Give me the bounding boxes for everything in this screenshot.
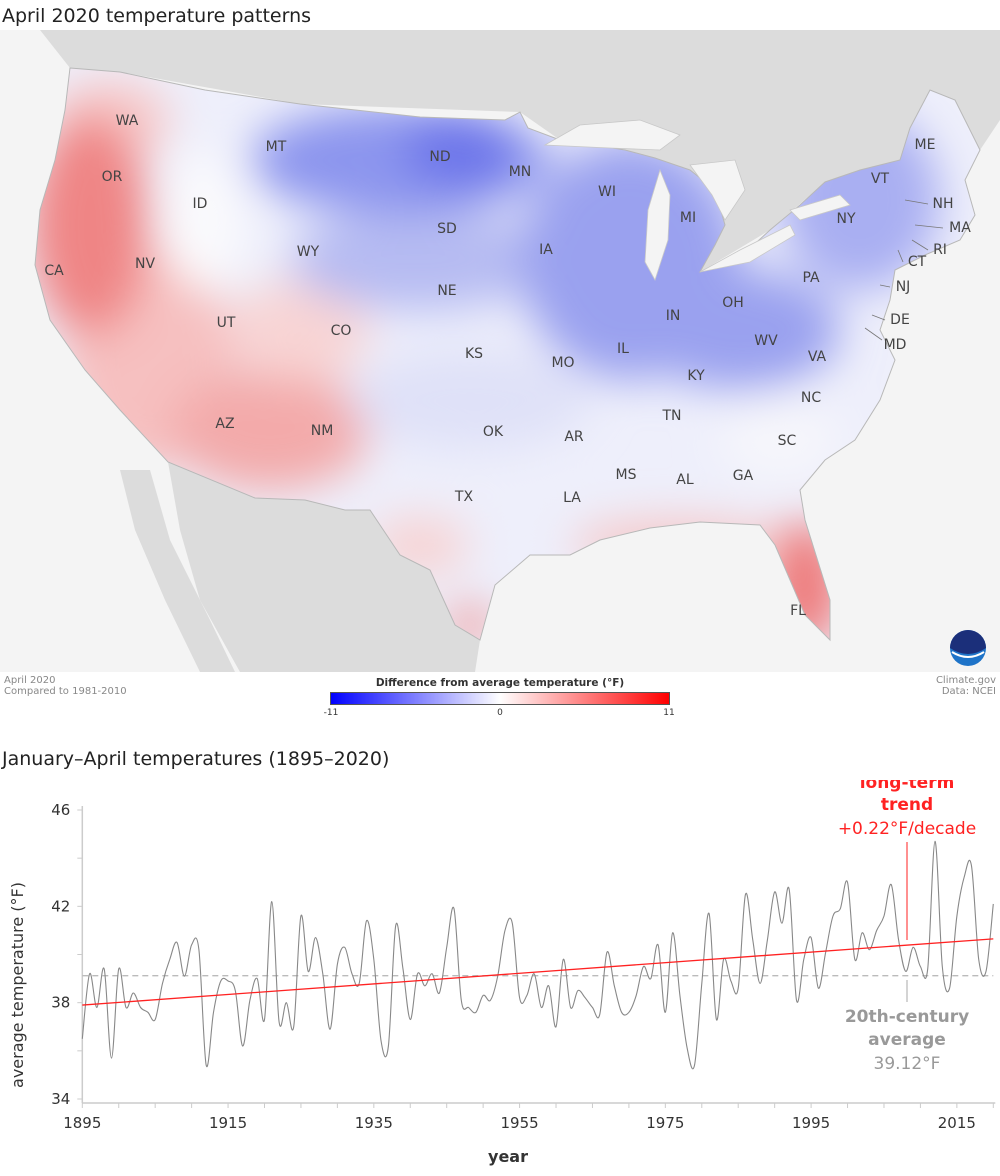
state-label: WA: [115, 113, 139, 129]
state-label: GA: [732, 468, 754, 484]
state-label: NM: [310, 423, 334, 439]
state-label: IL: [617, 341, 629, 357]
state-label: MN: [508, 164, 532, 180]
state-label: AL: [676, 472, 694, 488]
state-label: MS: [615, 467, 637, 483]
y-tick-label: 42: [51, 897, 70, 915]
state-label: KS: [464, 346, 484, 362]
y-tick-label: 38: [51, 994, 70, 1012]
trend-label-line1: long-term: [860, 780, 955, 793]
state-label: NH: [932, 196, 954, 212]
x-tick-label: 1955: [500, 1114, 538, 1132]
state-label: OH: [722, 295, 744, 311]
state-label: MT: [265, 139, 287, 155]
legend-max-label: 11: [663, 708, 675, 718]
noaa-logo: [950, 630, 986, 666]
average-label-line2: average: [868, 1030, 946, 1050]
state-label: WI: [598, 184, 616, 200]
map-title: April 2020 temperature patterns: [2, 5, 312, 27]
map-footer-left: April 2020 Compared to 1981-2010: [4, 675, 127, 697]
map-source: Data: NCEI: [941, 686, 996, 697]
x-tick-label: 1895: [63, 1114, 101, 1132]
legend-mid-label: 0: [497, 708, 503, 718]
state-label: ND: [429, 149, 451, 165]
state-label: RI: [933, 242, 947, 258]
state-label: CT: [907, 254, 927, 270]
state-label: ME: [914, 137, 936, 153]
y-tick-label: 34: [51, 1090, 70, 1108]
state-label: CA: [44, 263, 64, 279]
canada-land: [0, 30, 1000, 272]
trend-label-line2: trend: [881, 795, 933, 815]
axes: 34 38 42 46 1895 1915 1935 1955 1975 1995 2015: [51, 801, 996, 1132]
state-label: NV: [134, 256, 156, 272]
x-tick-label: 1935: [355, 1114, 393, 1132]
average-value-label: 39.12°F: [874, 1054, 941, 1074]
temperature-line-chart: 34 38 42 46 1895 1915 1935 1955 1975 1995 2015 lon…: [8, 780, 996, 1166]
temperature-series-line: [81, 840, 994, 1070]
state-label: MI: [679, 210, 697, 226]
great-lakes: [543, 119, 851, 281]
map-credit: Climate.gov: [935, 675, 996, 686]
state-label: MO: [551, 355, 575, 371]
map-footer-right: Climate.gov Data: NCEI: [936, 675, 996, 697]
mexico-land: [168, 462, 480, 672]
average-label-line1: 20th-century: [845, 1007, 969, 1027]
x-axis-label: year: [488, 1147, 528, 1166]
state-label: FL: [790, 603, 806, 619]
state-label: NC: [800, 390, 822, 406]
state-label: NY: [836, 211, 856, 227]
x-tick-label: 1975: [646, 1114, 684, 1132]
state-label: TX: [454, 489, 474, 505]
legend-min-label: -11: [323, 708, 339, 718]
color-bar: [330, 692, 670, 705]
temperature-anomaly-map: [0, 30, 1000, 672]
x-tick-label: 2015: [938, 1114, 976, 1132]
state-label: KY: [687, 368, 705, 384]
x-tick-label: 1915: [209, 1114, 247, 1132]
map-period: April 2020: [4, 675, 56, 686]
baja-land: [120, 470, 235, 672]
y-tick-label: 46: [51, 801, 70, 819]
y-axis-label: average temperature (°F): [8, 882, 27, 1088]
state-label: NE: [437, 283, 457, 299]
state-label: WY: [296, 244, 320, 260]
chart-title: January–April temperatures (1895–2020): [2, 748, 390, 770]
state-label: MD: [883, 337, 907, 353]
state-label: IN: [665, 308, 681, 324]
state-label: TN: [662, 408, 682, 424]
state-label: PA: [802, 270, 820, 286]
state-label: UT: [216, 315, 236, 331]
state-label: AR: [564, 429, 584, 445]
legend-title: Difference from average temperature (°F): [375, 677, 625, 689]
state-label: NJ: [895, 279, 911, 295]
state-label: LA: [563, 490, 581, 506]
state-label: CO: [330, 323, 352, 339]
state-label: VA: [807, 349, 827, 365]
state-leader-lines: [864, 199, 944, 341]
state-label: VT: [870, 171, 890, 187]
state-label: ID: [192, 196, 208, 212]
x-tick-label: 1995: [792, 1114, 830, 1132]
state-label: IA: [539, 242, 553, 258]
state-label: MA: [949, 220, 971, 236]
state-label: AZ: [215, 416, 235, 432]
trend-line: [82, 938, 994, 1006]
state-label: SD: [437, 221, 457, 237]
state-label: WV: [754, 333, 778, 349]
state-label: OR: [101, 169, 123, 185]
map-baseline: Compared to 1981-2010: [4, 686, 127, 697]
trend-rate-label: +0.22°F/decade: [838, 819, 976, 839]
state-label: OK: [482, 424, 504, 440]
state-label: SC: [777, 433, 797, 449]
state-label: DE: [890, 312, 910, 328]
